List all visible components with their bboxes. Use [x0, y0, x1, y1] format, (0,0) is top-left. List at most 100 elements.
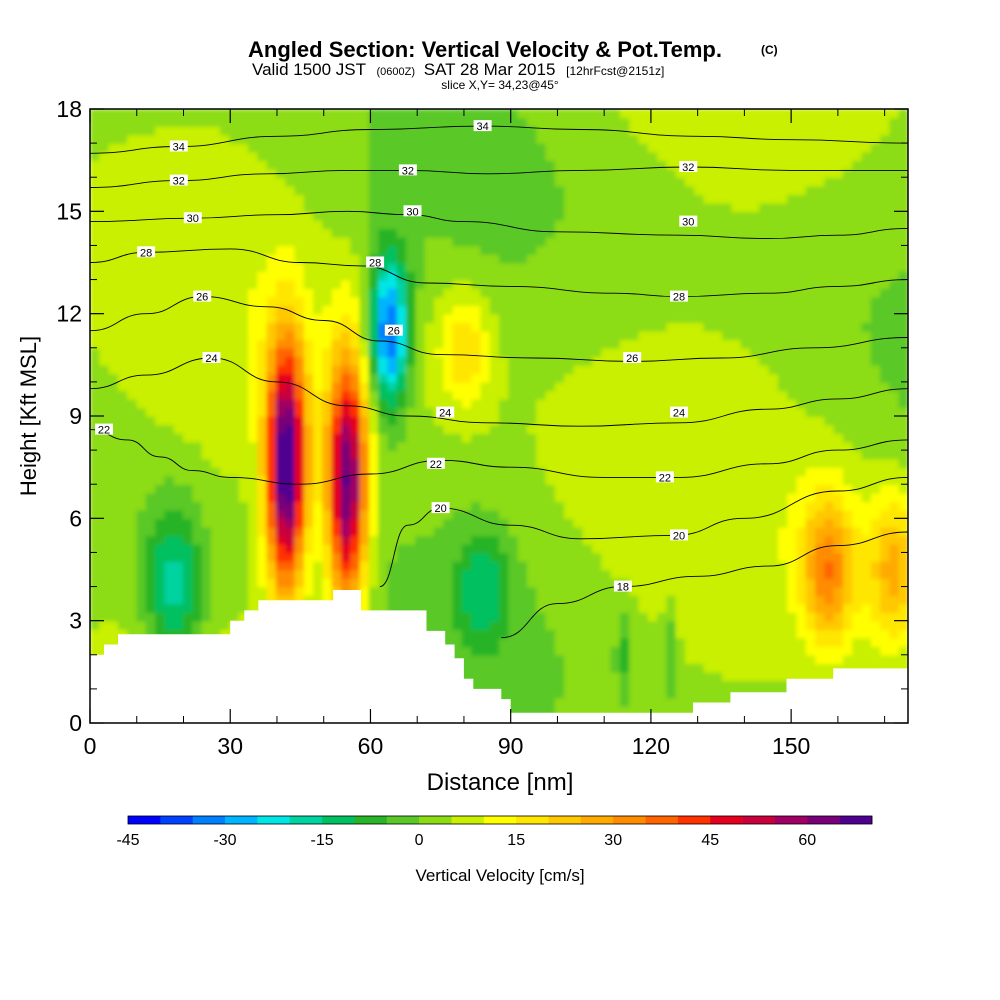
- heat-cell: [499, 296, 510, 306]
- heat-cell: [591, 501, 603, 511]
- heat-cell: [461, 484, 472, 494]
- heat-cell: [257, 194, 268, 204]
- heat-cell: [192, 253, 203, 264]
- heat-cell: [582, 569, 593, 579]
- heat-cell: [517, 680, 528, 690]
- heat-cell: [545, 194, 556, 204]
- heat-cell: [201, 219, 212, 230]
- heat-cell: [164, 424, 175, 434]
- heat-cell: [378, 126, 389, 136]
- heat-cell: [573, 705, 584, 716]
- heat-cell: [368, 347, 379, 358]
- heat-cell: [471, 637, 482, 648]
- heat-cell: [564, 518, 575, 528]
- heat-cell: [90, 236, 101, 247]
- heat-cell: [684, 680, 696, 690]
- heat-cell: [647, 407, 658, 417]
- heat-cell: [415, 143, 426, 153]
- heat-cell: [554, 398, 565, 409]
- heat-cell: [117, 552, 128, 562]
- heat-cell: [471, 313, 482, 323]
- heat-cell: [536, 492, 547, 503]
- heat-cell: [499, 322, 510, 332]
- heat-cell: [461, 126, 472, 136]
- heat-cell: [396, 450, 407, 460]
- heat-cell: [526, 467, 537, 477]
- heat-cell: [313, 398, 324, 409]
- heat-cell: [331, 450, 342, 460]
- heat-cell: [396, 398, 407, 409]
- heat-cell: [396, 288, 407, 298]
- heat-cell: [703, 586, 714, 596]
- heat-cell: [666, 416, 677, 426]
- heat-cell: [127, 126, 138, 136]
- heat-cell: [108, 134, 119, 144]
- heat-cell: [331, 492, 342, 503]
- heat-cell: [666, 305, 677, 315]
- heat-cell: [155, 416, 166, 426]
- heat-cell: [508, 339, 519, 349]
- heat-cell: [257, 330, 268, 341]
- heat-cell: [619, 143, 630, 153]
- heat-cell: [610, 390, 621, 400]
- heat-cell: [722, 313, 733, 323]
- heat-cell: [248, 518, 259, 528]
- heat-cell: [480, 543, 491, 554]
- heat-cell: [136, 475, 147, 486]
- heat-cell: [591, 143, 603, 153]
- heat-cell: [443, 492, 454, 503]
- heat-cell: [694, 492, 705, 503]
- heat-cell: [220, 185, 231, 196]
- heat-cell: [164, 143, 175, 153]
- heat-cell: [266, 279, 277, 289]
- heat-cell: [489, 475, 500, 486]
- heat-cell: [582, 620, 593, 630]
- heat-cell: [480, 373, 491, 383]
- heat-cell: [238, 509, 249, 520]
- heat-cell: [210, 484, 221, 494]
- heat-cell: [499, 518, 510, 528]
- heat-cell: [155, 168, 166, 179]
- heat-cell: [591, 228, 603, 238]
- heat-cell: [684, 279, 696, 289]
- heat-cell: [619, 160, 630, 170]
- heat-cell: [117, 620, 128, 630]
- heat-cell: [694, 646, 705, 656]
- heat-cell: [610, 416, 621, 426]
- heat-cell: [647, 262, 658, 272]
- heat-cell: [517, 398, 528, 409]
- heat-cell: [257, 117, 268, 127]
- heat-cell: [350, 305, 361, 315]
- heat-cell: [164, 262, 175, 272]
- heat-cell: [433, 398, 445, 409]
- heat-cell: [461, 219, 472, 230]
- heat-cell: [424, 364, 435, 375]
- heat-cell: [266, 219, 277, 230]
- heat-cell: [220, 595, 231, 605]
- heat-cell: [155, 305, 166, 315]
- heat-cell: [294, 373, 305, 383]
- heat-cell: [536, 586, 547, 596]
- heat-cell: [415, 390, 426, 400]
- heat-cell: [275, 407, 287, 417]
- heat-cell: [712, 543, 723, 554]
- heat-cell: [378, 245, 389, 255]
- heat-cell: [675, 433, 686, 443]
- heat-cell: [443, 168, 454, 179]
- heat-cell: [406, 518, 417, 528]
- heat-cell: [182, 552, 194, 562]
- heat-cell: [210, 441, 221, 451]
- heat-cell: [220, 586, 231, 596]
- heat-cell: [387, 603, 398, 613]
- heat-cell: [573, 185, 584, 196]
- heat-cell: [499, 543, 510, 554]
- heat-cell: [508, 620, 519, 630]
- heat-cell: [499, 654, 510, 665]
- heat-cell: [480, 535, 491, 545]
- heat-cell: [387, 253, 398, 264]
- heat-cell: [359, 407, 370, 417]
- heat-cell: [591, 211, 603, 221]
- heat-cell: [601, 475, 612, 486]
- heat-cell: [90, 288, 101, 298]
- heat-cell: [257, 313, 268, 323]
